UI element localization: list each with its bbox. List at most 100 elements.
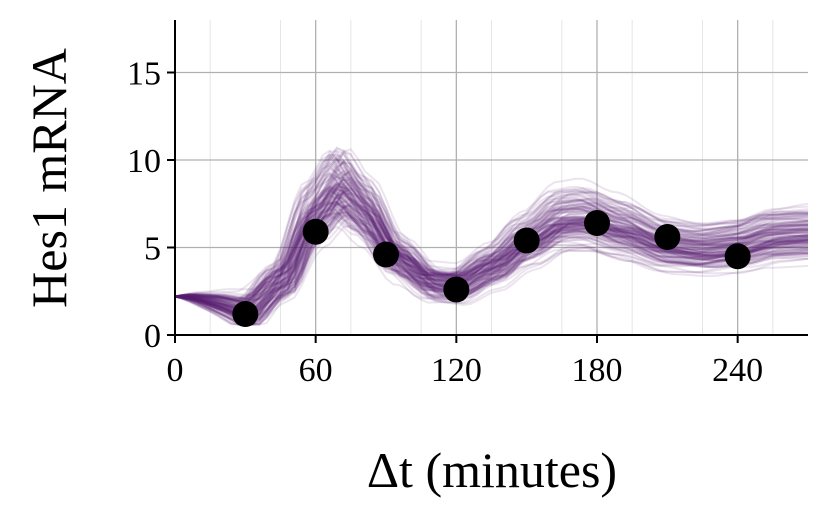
data-point [232, 301, 259, 327]
trajectory-line [174, 184, 809, 302]
trajectory-line [174, 167, 809, 321]
trajectory-line [174, 210, 809, 322]
trajectory-line [174, 180, 809, 326]
trajectory-line [174, 215, 809, 326]
trajectory-line [174, 160, 809, 314]
trajectory-line [174, 209, 809, 312]
trajectory-line [174, 212, 809, 314]
trajectory-line [174, 200, 808, 304]
grid [175, 20, 808, 335]
trajectory-ensemble [174, 146, 809, 326]
trajectory-line [174, 172, 809, 304]
trajectory-line [174, 161, 809, 308]
trajectory-line [174, 188, 809, 298]
trajectory-line [174, 172, 809, 316]
trajectory-line [174, 153, 809, 307]
trajectory-line [174, 190, 809, 321]
trajectory-line [174, 185, 809, 312]
trajectory-line [174, 172, 809, 301]
trajectory-line [174, 192, 809, 323]
trajectory-line [174, 196, 809, 322]
trajectory-line [174, 211, 809, 320]
x-tick-label: 180 [572, 352, 623, 389]
trajectory-line [174, 202, 809, 314]
trajectory-line [174, 154, 809, 318]
trajectory-line [174, 203, 809, 309]
trajectory-line [174, 215, 809, 302]
trajectory-line [174, 201, 808, 326]
trajectory-line [174, 178, 809, 316]
trajectory-line [174, 213, 809, 321]
trajectory-line [174, 211, 808, 304]
trajectory-line [175, 196, 808, 313]
trajectory-line [174, 159, 809, 310]
x-tick-label: 60 [299, 352, 333, 389]
trajectory-line [174, 205, 809, 306]
trajectory-line [174, 212, 809, 318]
trajectory-line [174, 165, 809, 318]
trajectory-line [174, 153, 809, 302]
trajectory-line [174, 149, 809, 315]
trajectory-line [174, 187, 809, 306]
tick-labels: 0 60 120 180 240 0 5 10 15 [127, 56, 763, 390]
x-tick-label: 240 [712, 352, 763, 389]
trajectory-line [174, 193, 809, 317]
trajectory-line [174, 172, 808, 315]
axes [167, 20, 808, 343]
trajectory-line [174, 155, 809, 317]
trajectory-line [174, 186, 808, 321]
trajectory-line [174, 169, 809, 300]
trajectory-line [174, 149, 809, 303]
trajectory-line [174, 182, 809, 323]
trajectory-line [174, 204, 809, 313]
y-tick-label: 10 [127, 143, 161, 180]
trajectory-line [174, 182, 809, 326]
trajectory-line [174, 171, 809, 326]
trajectory-line [174, 200, 809, 309]
trajectory-line [175, 156, 809, 306]
trajectory-line [174, 146, 809, 303]
trajectory-line [174, 194, 809, 303]
trajectory-line [174, 152, 809, 311]
trajectory-line [174, 178, 809, 307]
trajectory-line [174, 199, 809, 316]
trajectory-line [174, 161, 809, 305]
data-point [513, 227, 540, 254]
trajectory-line [175, 198, 809, 312]
trajectory-line [174, 207, 809, 310]
trajectory-line [174, 202, 809, 309]
trajectory-line [174, 185, 809, 304]
trajectory-line [174, 185, 809, 326]
y-tick-label: 15 [127, 56, 161, 93]
trajectory-line [174, 188, 809, 314]
trajectory-line [174, 200, 809, 298]
trajectory-line [174, 146, 809, 305]
trajectory-line [174, 150, 809, 300]
trajectory-line [174, 175, 809, 301]
trajectory-line [174, 192, 809, 319]
data-point [584, 210, 610, 236]
trajectory-line [174, 183, 809, 304]
trajectory-line [174, 184, 809, 300]
trajectory-line [174, 191, 809, 325]
trajectory-line [174, 204, 809, 317]
trajectory-line [174, 188, 808, 322]
trajectory-line [174, 191, 809, 323]
trajectory-line [174, 199, 809, 298]
trajectory-line [174, 182, 809, 300]
trajectory-line [174, 198, 809, 298]
trajectory-line [174, 149, 809, 304]
trajectory-line [174, 195, 809, 309]
trajectory-line [174, 201, 809, 302]
trajectory-line [174, 167, 809, 319]
trajectory-line [174, 201, 809, 321]
trajectory-line [174, 202, 809, 309]
trajectory-line [174, 208, 809, 316]
trajectory-line [174, 155, 809, 314]
trajectory-line [174, 201, 808, 326]
trajectory-line [174, 173, 808, 326]
data-point [654, 224, 681, 250]
trajectory-line [174, 210, 809, 311]
trajectory-line [174, 169, 809, 326]
trajectory-line [174, 164, 809, 313]
